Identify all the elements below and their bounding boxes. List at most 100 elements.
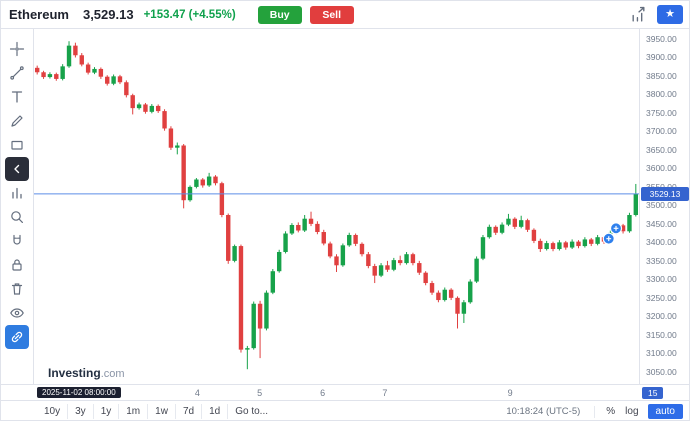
- candle-body: [417, 263, 422, 273]
- measure-tool-icon[interactable]: [5, 181, 29, 205]
- candle-body: [410, 254, 416, 264]
- candle-body: [264, 292, 269, 329]
- range-button-10y[interactable]: 10y: [37, 404, 69, 419]
- candle-body: [366, 254, 371, 267]
- price-tick-label: 3350.00: [646, 255, 677, 266]
- candle-body: [296, 224, 301, 231]
- buy-button[interactable]: Buy: [257, 5, 302, 24]
- price-tick-label: 3100.00: [646, 348, 677, 359]
- candle-body: [245, 348, 250, 350]
- magnet-icon[interactable]: [5, 229, 29, 253]
- favorite-star-button[interactable]: ★: [657, 5, 683, 24]
- candle-body: [506, 218, 511, 225]
- candle-body: [385, 265, 390, 270]
- date-axis[interactable]: 2025-11-02 08:00:00 4 5 6 7 9 15: [1, 384, 689, 401]
- candle-body: [181, 145, 186, 201]
- price-tick-label: 3250.00: [646, 292, 677, 303]
- candle-body: [251, 303, 256, 349]
- zoom-icon[interactable]: [5, 205, 29, 229]
- candle-body: [436, 292, 441, 301]
- eye-icon[interactable]: [5, 301, 29, 325]
- goto-date-button[interactable]: Go to...: [228, 404, 275, 419]
- range-button-1m[interactable]: 1m: [119, 404, 149, 419]
- price-tick-label: 3050.00: [646, 366, 677, 377]
- candle-body: [569, 241, 575, 248]
- range-button-1d[interactable]: 1d: [202, 404, 229, 419]
- candle-body: [372, 266, 377, 276]
- text-tool-icon[interactable]: [5, 85, 29, 109]
- auto-scale-button[interactable]: auto: [647, 404, 683, 419]
- date-tick-label: 4: [194, 388, 200, 398]
- candle-body: [557, 242, 562, 250]
- candle-body: [633, 193, 639, 216]
- price-tick-label: 3200.00: [646, 311, 677, 322]
- candle-body: [391, 260, 397, 270]
- candle-body: [73, 45, 78, 56]
- trend-arrow-icon[interactable]: [628, 4, 649, 25]
- current-price-label: 3529.13: [641, 186, 689, 201]
- candle-body: [200, 179, 205, 186]
- candle-body: [143, 104, 148, 112]
- drawing-toolbar: [1, 29, 34, 384]
- price-tick-label: 3950.00: [646, 33, 677, 44]
- candle-body: [60, 66, 65, 79]
- range-button-3y[interactable]: 3y: [68, 404, 94, 419]
- candle-body: [321, 232, 326, 244]
- price-tick-label: 3650.00: [646, 144, 677, 155]
- candle-body: [162, 111, 167, 129]
- lock-icon[interactable]: [5, 253, 29, 277]
- candle-body: [499, 224, 505, 233]
- candle-body: [276, 251, 282, 272]
- brush-tool-icon[interactable]: [5, 109, 29, 133]
- candle-body: [41, 72, 46, 78]
- sell-button[interactable]: Sell: [309, 5, 354, 24]
- star-icon: ★: [665, 8, 675, 20]
- price-axis[interactable]: 3529.13 3950.00 3900.00 3850.00 3800.00 3750…: [639, 29, 689, 384]
- bottom-toolbar: 10y 3y 1y 1m 1w 7d 1d Go to... 10:18:24 …: [1, 400, 689, 420]
- top-bar: Ethereum 3,529.13 +153.47 (+4.55%) Buy S…: [1, 1, 689, 29]
- chart-area[interactable]: Investing.com: [34, 29, 639, 384]
- shapes-tool-icon[interactable]: [5, 133, 29, 157]
- investing-logo-brand: Investing: [48, 366, 101, 380]
- range-button-1y[interactable]: 1y: [94, 404, 120, 419]
- percent-scale-button[interactable]: %: [601, 404, 620, 419]
- candle-body: [175, 145, 180, 148]
- candle-body: [136, 104, 142, 109]
- candle-body: [289, 224, 295, 234]
- candle-body: [512, 218, 518, 227]
- link-icon[interactable]: [5, 325, 29, 349]
- candle-body: [308, 218, 314, 224]
- price-tick-label: 3700.00: [646, 126, 677, 137]
- candle-body: [257, 303, 263, 329]
- candle-body: [404, 254, 409, 264]
- candle-body: [98, 68, 104, 77]
- investing-logo-tld: .com: [100, 368, 125, 380]
- range-button-7d[interactable]: 7d: [176, 404, 203, 419]
- clock-timezone-label[interactable]: 10:18:24 (UTC-5): [506, 406, 581, 417]
- candle-body: [149, 105, 155, 112]
- trend-line-tool-icon[interactable]: [5, 61, 29, 85]
- investing-logo[interactable]: Investing.com: [48, 366, 125, 380]
- candle-body: [480, 237, 486, 259]
- candle-body: [270, 271, 276, 293]
- date-tick-label: 5: [257, 388, 263, 398]
- range-button-1w[interactable]: 1w: [148, 404, 176, 419]
- candle-body: [194, 179, 199, 187]
- date-labels: 4 5 6 7 9: [34, 385, 639, 401]
- last-price: 3,529.13: [82, 7, 134, 22]
- candle-body: [531, 229, 537, 241]
- candle-body: [423, 272, 428, 284]
- price-tick-label: 3450.00: [646, 218, 677, 229]
- candle-body: [111, 76, 116, 84]
- price-tick-label: 3500.00: [646, 200, 677, 211]
- crosshair-tool-icon[interactable]: [5, 37, 29, 61]
- trash-icon[interactable]: [5, 277, 29, 301]
- candle-body: [493, 226, 498, 233]
- collapse-panel-arrow-icon[interactable]: [5, 157, 29, 181]
- log-scale-button[interactable]: log: [620, 404, 643, 419]
- candlestick-chart[interactable]: [34, 29, 639, 384]
- price-tick-label: 3550.00: [646, 182, 677, 192]
- candle-body: [168, 128, 174, 148]
- candle-body: [238, 246, 244, 350]
- price-tick-label: 3600.00: [646, 163, 677, 174]
